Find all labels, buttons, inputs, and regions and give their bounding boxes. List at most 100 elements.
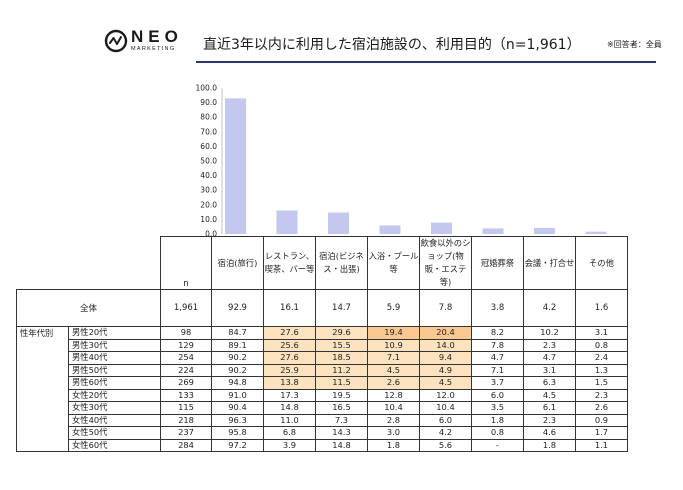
y-tick-label: 30.0 bbox=[200, 186, 217, 195]
cell-value: 6.8 bbox=[263, 426, 316, 440]
cell-value: 2.3 bbox=[523, 338, 576, 352]
header-blank bbox=[17, 237, 161, 290]
cell-value: 25.6 bbox=[263, 338, 316, 352]
cell-value: 27.6 bbox=[263, 326, 316, 340]
cell-value: 4.7 bbox=[471, 351, 524, 365]
n-header: n bbox=[160, 236, 212, 290]
cell-value: 19.4 bbox=[367, 326, 420, 340]
cell-value: 3.9 bbox=[263, 438, 316, 452]
bar bbox=[328, 212, 349, 234]
table-row: 男性60代 269 94.8 13.8 11.5 2.6 4.5 3.7 6.3 1.5 bbox=[17, 376, 628, 390]
total-row: 全体 1,961 92.9 16.1 14.7 5.9 7.8 3.8 4.2 … bbox=[16, 289, 628, 327]
row-label: 男性20代 bbox=[68, 326, 161, 340]
row-n: 284 bbox=[160, 438, 212, 452]
cell-value: 6.3 bbox=[523, 376, 576, 390]
cell-value: 7.1 bbox=[471, 363, 524, 377]
col-header: 冠婚葬祭 bbox=[471, 236, 524, 290]
y-tick-label: 10.0 bbox=[200, 215, 217, 224]
cell-value: 4.2 bbox=[419, 426, 472, 440]
row-n: 115 bbox=[160, 401, 212, 415]
neo-marketing-logo bbox=[104, 29, 128, 53]
total-value: 92.9 bbox=[211, 289, 264, 327]
cell-value: 90.2 bbox=[211, 363, 264, 377]
bar bbox=[431, 222, 452, 234]
cell-value: 96.3 bbox=[211, 413, 264, 427]
row-n: 237 bbox=[160, 426, 212, 440]
title-underline bbox=[196, 61, 656, 63]
cell-value: 4.9 bbox=[419, 363, 472, 377]
cell-value: 10.4 bbox=[367, 401, 420, 415]
cell-value: 14.8 bbox=[315, 438, 368, 452]
table-row: 男性50代 224 90.2 25.9 11.2 4.5 4.9 7.1 3.1 1.3 bbox=[17, 363, 628, 377]
bar-chart: 0.0 10.0 20.0 30.0 40.0 50.0 60.0 70.0 80.0 90.0 1… bbox=[196, 84, 607, 239]
total-label: 全体 bbox=[16, 289, 161, 327]
bar bbox=[225, 98, 246, 234]
cell-value: 4.5 bbox=[367, 363, 420, 377]
cell-value: 90.2 bbox=[211, 351, 264, 365]
row-label: 女性60代 bbox=[68, 438, 161, 452]
row-label: 男性60代 bbox=[68, 376, 161, 390]
cell-value: 5.6 bbox=[419, 438, 472, 452]
cell-value: 7.1 bbox=[367, 351, 420, 365]
table-row: 女性60代 284 97.2 3.9 14.8 1.8 5.6-1.8 1.1 bbox=[17, 438, 628, 452]
cell-value: 10.4 bbox=[419, 401, 472, 415]
total-value: 3.8 bbox=[471, 289, 524, 327]
y-tick-label: 40.0 bbox=[200, 171, 217, 180]
col-header: 飲食以外のショップ(物販・エステ等) bbox=[419, 236, 472, 290]
y-tick-label: 90.0 bbox=[200, 98, 217, 107]
total-value: 7.8 bbox=[419, 289, 472, 327]
cell-value: 8.2 bbox=[471, 326, 524, 340]
brand-name: NEO bbox=[131, 27, 183, 46]
y-tick-label: 20.0 bbox=[200, 200, 217, 209]
cell-value: 4.5 bbox=[419, 376, 472, 390]
cell-value: 2.3 bbox=[523, 413, 576, 427]
cell-value: 0.8 bbox=[471, 426, 524, 440]
cell-value: 4.7 bbox=[523, 351, 576, 365]
cell-value: 9.4 bbox=[419, 351, 472, 365]
row-n: 98 bbox=[160, 326, 212, 340]
cell-value: 20.4 bbox=[419, 326, 472, 340]
cell-value: 4.6 bbox=[523, 426, 576, 440]
cell-value: 1.5 bbox=[575, 376, 628, 390]
total-value: 14.7 bbox=[315, 289, 368, 327]
y-tick-label: 60.0 bbox=[200, 142, 217, 151]
col-header: その他 bbox=[575, 236, 628, 290]
cell-value: 1.7 bbox=[575, 426, 628, 440]
bar bbox=[276, 210, 298, 234]
group-label: 性年代別 bbox=[16, 326, 69, 452]
cell-value: 2.6 bbox=[575, 401, 628, 415]
row-label: 女性50代 bbox=[68, 426, 161, 440]
row-label: 男性50代 bbox=[68, 363, 161, 377]
table-row: 男性40代 254 90.2 27.6 18.5 7.1 9.4 4.7 4.7 2.4 bbox=[17, 351, 628, 365]
cell-value: - bbox=[471, 438, 524, 452]
cell-value: 27.6 bbox=[263, 351, 316, 365]
table-row: 女性30代 115 90.4 14.8 16.5 10.4 10.4 3.5 6.1 2.6 bbox=[17, 401, 628, 415]
col-header: 入浴・プール等 bbox=[367, 236, 420, 290]
cell-value: 17.3 bbox=[263, 388, 316, 402]
row-label: 女性40代 bbox=[68, 413, 161, 427]
col-header: 会議・打合せ bbox=[523, 236, 576, 290]
cell-value: 13.8 bbox=[263, 376, 316, 390]
cell-value: 10.2 bbox=[523, 326, 576, 340]
cell-value: 0.8 bbox=[575, 338, 628, 352]
total-value: 16.1 bbox=[263, 289, 316, 327]
cell-value: 1.8 bbox=[523, 438, 576, 452]
cell-value: 19.5 bbox=[315, 388, 368, 402]
cell-value: 95.8 bbox=[211, 426, 264, 440]
cell-value: 12.0 bbox=[419, 388, 472, 402]
cell-value: 11.5 bbox=[315, 376, 368, 390]
row-n: 269 bbox=[160, 376, 212, 390]
bar bbox=[534, 227, 555, 234]
total-value: 1.6 bbox=[575, 289, 628, 327]
cell-value: 4.5 bbox=[523, 388, 576, 402]
data-table: n 宿泊(旅行) レストラン、喫茶、バー等 宿泊(ビジネス・出張) 入浴・プール… bbox=[16, 236, 628, 452]
cell-value: 1.1 bbox=[575, 438, 628, 452]
brand-sub: MARKETING bbox=[131, 46, 176, 52]
cell-value: 11.2 bbox=[315, 363, 368, 377]
table-row: 男性30代 129 89.1 25.6 15.5 10.9 14.0 7.8 2.3 0.8 bbox=[17, 338, 628, 352]
cell-value: 2.3 bbox=[575, 388, 628, 402]
cell-value: 14.0 bbox=[419, 338, 472, 352]
row-label: 女性30代 bbox=[68, 401, 161, 415]
cell-value: 6.1 bbox=[523, 401, 576, 415]
table-row: 女性50代 237 95.8 6.8 14.3 3.0 4.2 0.8 4.6 1.7 bbox=[17, 426, 628, 440]
